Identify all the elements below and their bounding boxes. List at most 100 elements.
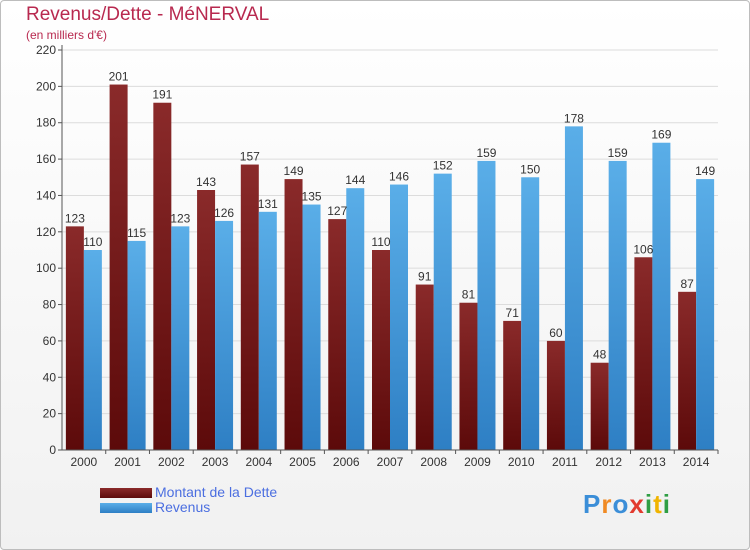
bar-revenus	[608, 160, 627, 450]
data-label-debt: 127	[327, 204, 347, 218]
data-label-debt: 110	[371, 235, 390, 249]
bar-debt	[415, 284, 434, 450]
bar-debt	[678, 291, 697, 450]
bar-revenus	[521, 177, 540, 451]
data-label-revenus: 152	[433, 159, 453, 173]
y-tick-label: 160	[36, 152, 56, 166]
data-label-debt: 60	[549, 326, 563, 340]
x-tick-label: 2000	[71, 455, 98, 469]
bar-revenus	[696, 179, 715, 450]
data-label-debt: 201	[109, 70, 129, 84]
bar-debt	[328, 219, 347, 450]
data-label-debt: 87	[680, 277, 694, 291]
bar-revenus	[652, 142, 671, 450]
logo-letter: x	[629, 489, 645, 519]
x-tick-label: 2010	[508, 455, 535, 469]
data-label-revenus: 169	[651, 128, 671, 142]
bar-revenus	[302, 204, 321, 450]
data-label-revenus: 159	[608, 146, 628, 160]
bar-debt	[634, 257, 653, 450]
x-tick-label: 2004	[245, 455, 272, 469]
chart-title: Revenus/Dette - MéNERVAL	[26, 4, 270, 25]
y-tick-label: 120	[36, 225, 56, 239]
data-label-debt: 91	[418, 270, 432, 284]
data-label-debt: 71	[506, 306, 520, 320]
data-label-revenus: 146	[389, 170, 409, 184]
chart-subtitle: (en milliers d'€)	[26, 28, 107, 42]
data-label-debt: 48	[593, 348, 607, 362]
bar-debt	[372, 250, 390, 450]
data-label-revenus: 159	[476, 146, 496, 160]
x-tick-label: 2011	[552, 455, 578, 469]
legend-label-revenus: Revenus	[155, 499, 211, 515]
x-tick-label: 2009	[464, 455, 491, 469]
x-tick-label: 2006	[333, 455, 360, 469]
data-label-debt: 191	[152, 88, 172, 102]
data-label-revenus: 150	[520, 162, 540, 176]
data-label-revenus: 126	[214, 206, 234, 220]
bar-debt	[197, 190, 216, 450]
bar-debt	[503, 320, 522, 450]
data-label-revenus: 149	[695, 164, 715, 178]
x-tick-label: 2003	[202, 455, 229, 469]
x-tick-label: 2012	[595, 455, 622, 469]
y-tick-label: 0	[49, 443, 56, 457]
bar-debt	[109, 84, 128, 450]
bar-debt	[240, 164, 259, 450]
bar-debt	[153, 102, 172, 451]
x-tick-label: 2014	[683, 455, 710, 469]
logo-letter: t	[653, 489, 663, 519]
x-tick-label: 2008	[420, 455, 447, 469]
y-tick-label: 20	[43, 407, 57, 421]
x-tick-label: 2001	[114, 455, 141, 469]
proxiti-logo: Proxiti	[583, 489, 671, 520]
logo-letter: r	[601, 489, 613, 519]
bar-revenus	[171, 226, 190, 450]
bar-revenus	[346, 188, 365, 450]
bar-revenus	[433, 173, 452, 451]
legend-label-debt: Montant de la Dette	[155, 484, 278, 500]
data-label-debt: 123	[65, 211, 85, 225]
data-label-revenus: 115	[127, 226, 146, 240]
logo-letter: i	[662, 489, 671, 519]
bar-revenus	[390, 184, 408, 450]
x-tick-label: 2013	[639, 455, 666, 469]
bar-revenus	[215, 220, 234, 450]
logo-letter: o	[612, 489, 630, 519]
y-tick-label: 200	[36, 79, 56, 93]
data-label-revenus: 131	[258, 197, 278, 211]
x-tick-label: 2005	[289, 455, 316, 469]
data-label-revenus: 144	[345, 173, 365, 187]
bar-debt	[65, 226, 84, 450]
bar-revenus	[127, 240, 146, 450]
data-label-debt: 143	[196, 175, 216, 189]
y-tick-label: 100	[36, 261, 56, 275]
logo-letter: P	[583, 489, 602, 519]
y-tick-label: 40	[43, 370, 57, 384]
legend-swatch-revenus	[100, 503, 152, 513]
data-label-debt: 149	[284, 164, 304, 178]
data-label-revenus: 178	[564, 111, 584, 125]
bar-debt	[590, 362, 609, 450]
data-label-revenus: 135	[302, 190, 322, 204]
x-tick-label: 2007	[377, 455, 404, 469]
data-label-revenus: 123	[170, 211, 190, 225]
data-label-debt: 106	[633, 242, 653, 256]
data-label-revenus: 110	[83, 235, 102, 249]
legend-swatch-debt	[100, 488, 152, 498]
bar-revenus	[477, 160, 496, 450]
bar-debt	[546, 340, 565, 450]
bar-revenus	[83, 250, 102, 450]
y-tick-label: 180	[36, 116, 56, 130]
y-tick-label: 60	[43, 334, 57, 348]
bar-debt	[284, 179, 303, 450]
y-tick-label: 220	[36, 43, 56, 57]
logo-letter: i	[644, 489, 654, 519]
y-tick-label: 80	[43, 298, 57, 312]
data-label-debt: 81	[462, 288, 476, 302]
y-tick-label: 140	[36, 188, 56, 202]
bar-revenus	[258, 211, 277, 450]
x-tick-label: 2002	[158, 455, 185, 469]
bar-debt	[459, 302, 478, 450]
